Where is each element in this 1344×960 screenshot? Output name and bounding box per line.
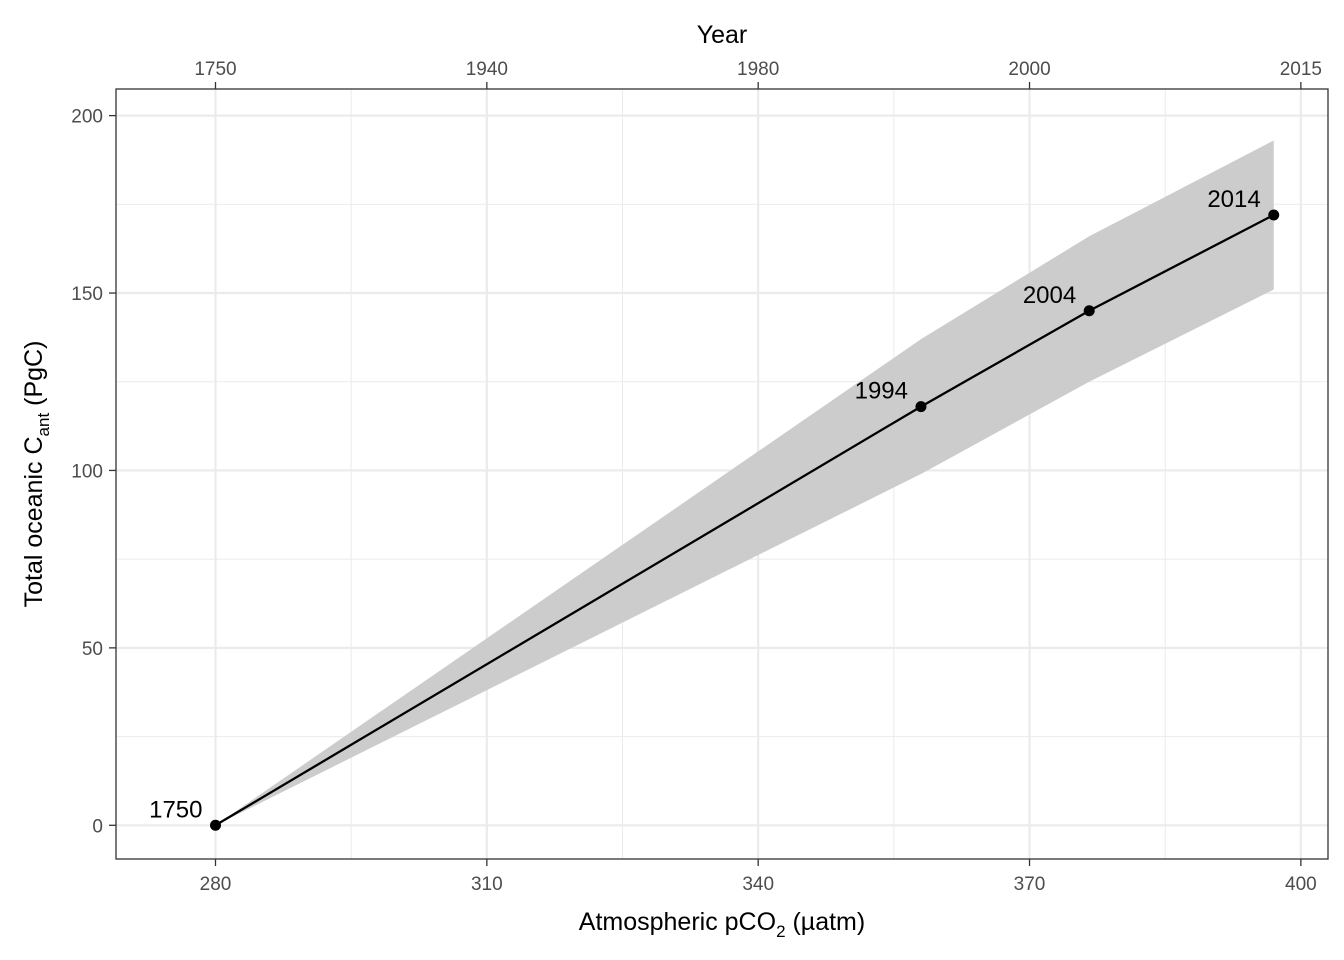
- y-tick-label: 50: [82, 639, 103, 660]
- grid-minor: [116, 89, 1328, 859]
- data-point-1750: [209, 819, 221, 831]
- top-tick-label: 2000: [1008, 59, 1050, 80]
- top-axis-title: Year: [697, 21, 748, 49]
- point-label-2004: 2004: [1023, 282, 1076, 309]
- data-point-2014: [1268, 209, 1280, 221]
- points-layer: [209, 209, 1280, 831]
- top-tick-label: 2015: [1280, 59, 1322, 80]
- x-axis-title-subscript: 2: [776, 922, 785, 941]
- x-tick-label: 310: [471, 874, 503, 895]
- x-tick-label: 400: [1285, 874, 1317, 895]
- y-tick-label: 150: [71, 284, 103, 305]
- y-axis-title-subscript: ant: [34, 413, 53, 437]
- point-label-2014: 2014: [1207, 186, 1260, 213]
- line-layer: [214, 213, 1275, 827]
- data-point-2004: [1083, 305, 1095, 317]
- uncertainty-ribbon: [215, 140, 1274, 826]
- data-point-1994: [915, 401, 927, 413]
- point-label-1750: 1750: [149, 796, 202, 823]
- labels-layer: 1750 1994 2004 2014: [149, 186, 1261, 823]
- series-line: [214, 213, 1275, 827]
- x-tick-label: 340: [742, 874, 774, 895]
- x-axis-ticks: 280 310 340 370 400: [200, 859, 1317, 895]
- panel-border: [115, 88, 1329, 860]
- x-axis-title-unit: (µatm): [786, 908, 866, 936]
- x-axis-title-main: Atmospheric pCO: [579, 908, 776, 936]
- y-tick-label: 0: [92, 816, 103, 837]
- top-tick-label: 1940: [466, 59, 508, 80]
- y-tick-label: 100: [71, 461, 103, 482]
- y-axis-ticks: 0 50 100 150 200: [71, 107, 116, 837]
- x-tick-label: 280: [200, 874, 232, 895]
- y-axis-title-main: Total oceanic C: [20, 436, 48, 607]
- y-tick-label: 200: [71, 107, 103, 128]
- ribbon-layer: [215, 140, 1274, 826]
- top-tick-label: 1750: [194, 59, 236, 80]
- grid-major: [116, 89, 1328, 859]
- top-axis-ticks: 1750 1940 1980 2000 2015: [194, 59, 1322, 89]
- x-axis-title: Atmospheric pCO2 (µatm): [579, 908, 865, 941]
- top-tick-label: 1980: [737, 59, 779, 80]
- y-axis-title-unit: (PgC): [20, 341, 48, 413]
- point-label-1994: 1994: [855, 378, 908, 405]
- x-tick-label: 370: [1014, 874, 1046, 895]
- y-axis-title: Total oceanic Cant (PgC): [20, 341, 53, 608]
